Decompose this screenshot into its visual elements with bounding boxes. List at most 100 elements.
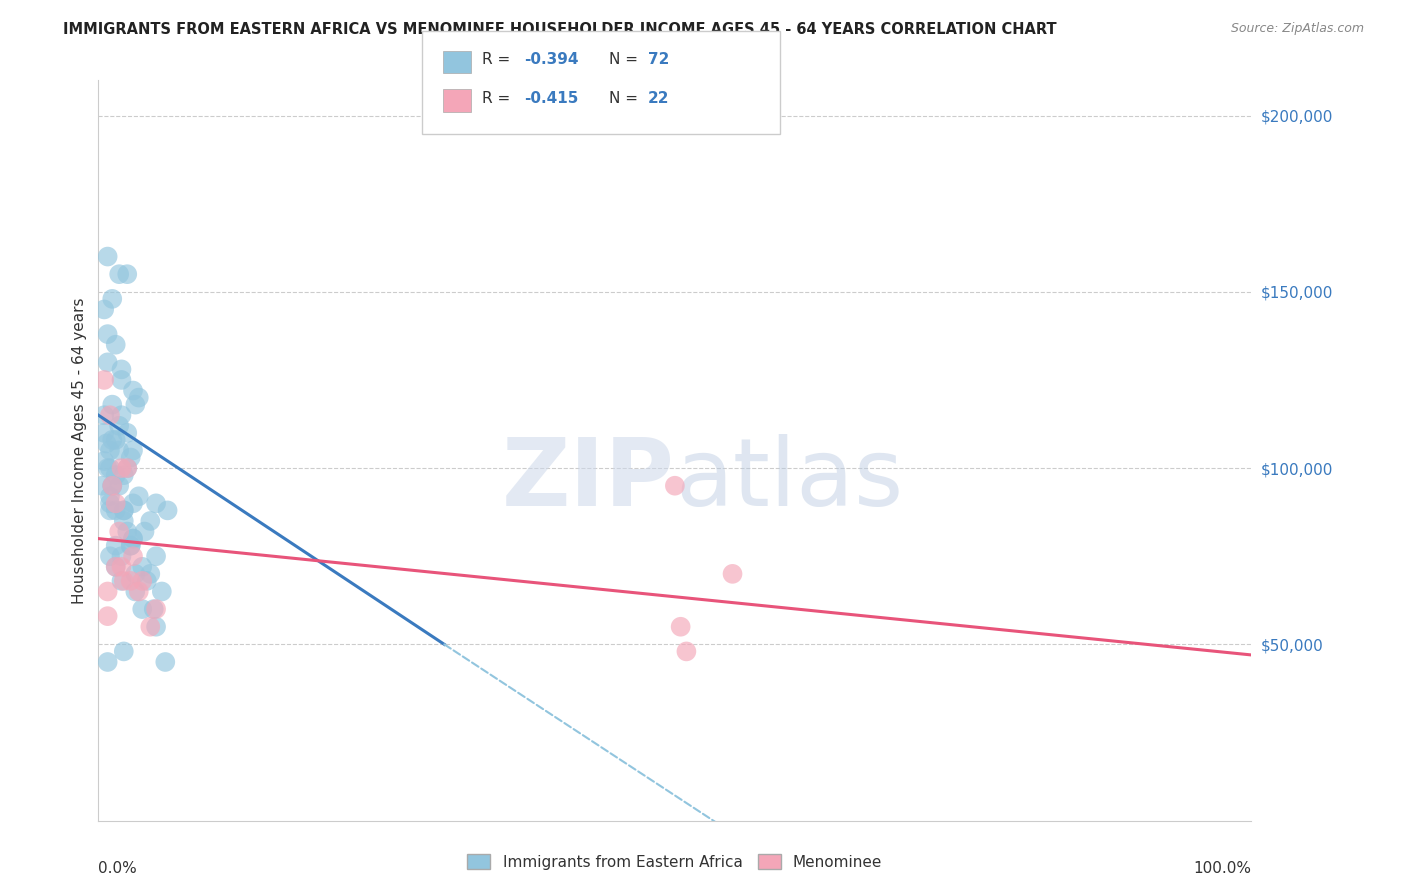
Text: Source: ZipAtlas.com: Source: ZipAtlas.com: [1230, 22, 1364, 36]
Y-axis label: Householder Income Ages 45 - 64 years: Householder Income Ages 45 - 64 years: [72, 297, 87, 604]
Point: [120, 539, 142, 553]
Text: ZIP: ZIP: [502, 434, 675, 526]
Point: [110, 461, 132, 475]
Point: [131, 574, 153, 588]
Point: [97, 250, 120, 264]
Legend: Immigrants from Eastern Africa, Menominee: Immigrants from Eastern Africa, Menomine…: [461, 847, 889, 876]
Point: [101, 479, 124, 493]
Point: [101, 398, 124, 412]
Point: [155, 655, 177, 669]
Point: [97, 584, 120, 599]
Point: [98, 496, 121, 510]
Point: [120, 450, 142, 465]
Point: [110, 574, 132, 588]
Point: [108, 443, 131, 458]
Text: IMMIGRANTS FROM EASTERN AFRICA VS MENOMINEE HOUSEHOLDER INCOME AGES 45 - 64 YEAR: IMMIGRANTS FROM EASTERN AFRICA VS MENOMI…: [63, 22, 1057, 37]
Point: [108, 267, 131, 281]
Point: [142, 602, 165, 616]
Point: [112, 503, 135, 517]
Point: [98, 461, 121, 475]
Point: [122, 549, 145, 564]
Text: 22: 22: [648, 91, 669, 105]
Point: [128, 584, 150, 599]
Point: [675, 644, 697, 658]
Point: [104, 539, 127, 553]
Point: [122, 532, 145, 546]
Point: [120, 574, 142, 588]
Point: [110, 549, 132, 564]
Point: [128, 391, 150, 405]
Point: [134, 524, 156, 539]
Point: [117, 461, 139, 475]
Point: [98, 549, 121, 564]
Point: [104, 468, 127, 483]
Point: [112, 503, 135, 517]
Text: atlas: atlas: [675, 434, 903, 526]
Point: [93, 454, 115, 468]
Point: [108, 479, 131, 493]
Point: [117, 267, 139, 281]
Point: [97, 655, 120, 669]
Text: R =: R =: [482, 53, 516, 67]
Point: [120, 539, 142, 553]
Point: [104, 559, 127, 574]
Point: [98, 443, 121, 458]
Point: [104, 559, 127, 574]
Point: [139, 514, 162, 528]
Point: [139, 620, 162, 634]
Point: [112, 574, 135, 588]
Text: 100.0%: 100.0%: [1194, 862, 1251, 876]
Point: [98, 489, 121, 503]
Point: [93, 408, 115, 422]
Point: [97, 461, 120, 475]
Point: [101, 479, 124, 493]
Point: [110, 373, 132, 387]
Point: [117, 461, 139, 475]
Point: [108, 524, 131, 539]
Point: [112, 514, 135, 528]
Point: [131, 559, 153, 574]
Point: [97, 609, 120, 624]
Text: 72: 72: [648, 53, 669, 67]
Point: [124, 398, 146, 412]
Point: [124, 566, 146, 581]
Point: [101, 292, 124, 306]
Point: [122, 532, 145, 546]
Point: [117, 425, 139, 440]
Point: [110, 362, 132, 376]
Point: [145, 549, 167, 564]
Point: [98, 408, 121, 422]
Point: [96, 436, 118, 450]
Point: [90, 479, 112, 493]
Text: N =: N =: [609, 91, 643, 105]
Point: [110, 408, 132, 422]
Point: [721, 566, 744, 581]
Point: [112, 468, 135, 483]
Point: [104, 433, 127, 447]
Point: [122, 496, 145, 510]
Point: [93, 302, 115, 317]
Point: [98, 503, 121, 517]
Point: [97, 327, 120, 342]
Point: [117, 524, 139, 539]
Point: [124, 584, 146, 599]
Point: [150, 584, 173, 599]
Point: [97, 355, 120, 369]
Text: -0.415: -0.415: [524, 91, 579, 105]
Point: [664, 479, 686, 493]
Point: [101, 433, 124, 447]
Point: [104, 337, 127, 351]
Point: [93, 425, 115, 440]
Point: [669, 620, 692, 634]
Point: [156, 503, 179, 517]
Point: [145, 602, 167, 616]
Point: [101, 479, 124, 493]
Point: [110, 559, 132, 574]
Point: [93, 373, 115, 387]
Point: [112, 644, 135, 658]
Point: [104, 496, 127, 510]
Point: [135, 574, 157, 588]
Text: 0.0%: 0.0%: [98, 862, 138, 876]
Point: [145, 620, 167, 634]
Point: [139, 566, 162, 581]
